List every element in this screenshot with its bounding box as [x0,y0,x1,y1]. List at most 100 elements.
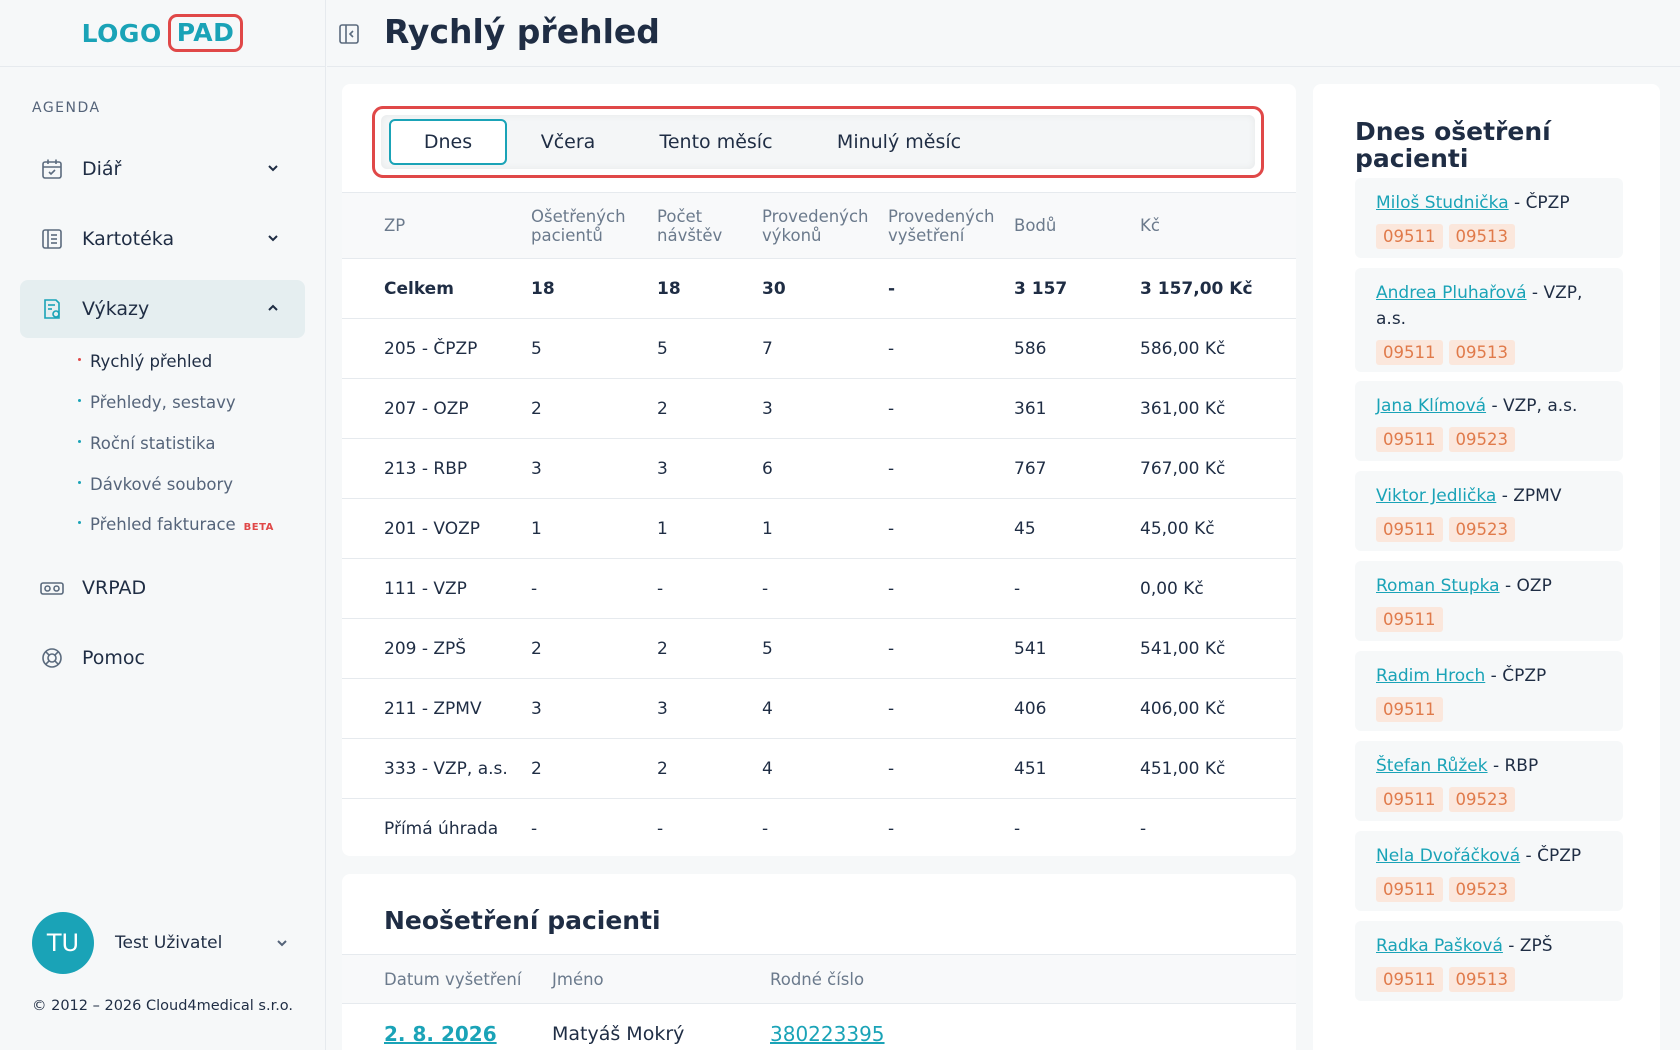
separator: - [1526,283,1544,303]
table-cell: - [657,818,664,839]
patient-link[interactable]: Viktor Jedlička [1376,486,1497,506]
procedure-codes: 09511 [1376,607,1602,632]
birth-number-link[interactable]: 380223395 [770,1022,885,1046]
procedure-code-badge: 09523 [1448,517,1515,542]
table-cell: 1 [531,498,657,559]
patient-link[interactable]: Radim Hroch [1376,666,1486,686]
procedure-codes: 09511 09513 [1376,224,1602,249]
table-cell: 2 [657,738,762,799]
column-header: Provedených vyšetření [888,192,1014,259]
subnav-rocni-statistika[interactable]: Roční statistika [78,434,215,453]
patient-insurer: VZP, a.s. [1376,283,1583,329]
patient-line: Andrea Pluhařová - VZP, a.s. [1376,280,1602,332]
section-label-agenda: AGENDA [32,100,101,116]
table-cell: 3 [531,438,657,499]
procedure-code-badge: 09511 [1376,877,1443,902]
table-cell: 4 [762,738,888,799]
subnav-rychly-prehled[interactable]: Rychlý přehled [78,352,212,371]
table-cell: 2 [657,618,762,679]
subnav-prehledy-sestavy[interactable]: Přehledy, sestavy [78,393,236,412]
subnav-prehled-fakturace[interactable]: Přehled fakturace BETA [78,515,274,534]
sidebar-item-vrpad[interactable]: VRPAD [20,559,305,617]
column-header: Jméno [552,970,604,989]
user-menu[interactable]: TU Test Uživatel [32,912,292,974]
patient-link[interactable]: Roman Stupka [1376,576,1500,596]
treated-today-title: Dnes ošetření pacienti [1355,117,1551,173]
procedure-codes: 09511 09523 [1376,427,1602,452]
untreated-title: Neošetření pacienti [384,906,661,935]
table-cell: 1 [657,498,762,559]
exam-date-link[interactable]: 2. 8. 2026 [384,1022,497,1046]
patient-name: Matyáš Mokrý [552,1023,685,1045]
tab-dnes[interactable]: Dnes [389,119,507,165]
procedure-code-badge: 09511 [1376,697,1443,722]
patient-insurer: ČPZP [1502,666,1547,686]
table-cell: 361,00 Kč [1140,378,1296,439]
patient-link[interactable]: Andrea Pluhařová [1376,283,1527,303]
untreated-card: Neošetření pacienti Datum vyšetření Jmén… [342,874,1296,1050]
patient-line: Nela Dvořáčková - ČPZP [1376,843,1602,869]
table-cell: 767 [1014,438,1140,499]
patient-link[interactable]: Jana Klímová [1376,396,1487,416]
user-name: Test Uživatel [115,933,223,953]
file-card-icon [40,227,64,251]
logo[interactable]: LOGO PAD [82,14,244,52]
table-cell: 18 [531,258,657,319]
tab-vcera[interactable]: Včera [540,131,596,153]
table-cell: - [888,438,1014,499]
bullet-dot [78,399,81,402]
patient-link[interactable]: Miloš Studnička [1376,193,1509,213]
subnav-davkove-soubory[interactable]: Dávkové soubory [78,475,233,494]
sidebar-collapse-icon[interactable] [337,22,361,46]
treated-today-card: Dnes ošetření pacienti Miloš Studnička -… [1313,84,1660,1050]
sidebar-item-diar[interactable]: Diář [20,140,305,198]
procedure-code-badge: 09523 [1448,787,1515,812]
table-cell: 5 [531,318,657,379]
table-cell: Celkem [342,258,531,319]
logo-area: LOGO PAD [0,0,325,67]
table-cell: - [888,498,1014,559]
patient-link[interactable]: Nela Dvořáčková [1376,846,1521,866]
table-cell: - [888,738,1014,799]
table-cell: 2 [531,618,657,679]
table-cell: 30 [762,258,888,319]
sidebar-item-kartoteka[interactable]: Kartotéka [20,210,305,268]
table-cell: - [888,558,1014,619]
procedure-codes: 09511 09523 [1376,877,1602,902]
sidebar-item-pomoc[interactable]: Pomoc [20,629,305,687]
chevron-up-icon [268,304,278,311]
table-row: 2. 8. 2026 Matyáš Mokrý 380223395 [342,1005,1296,1050]
procedure-code-badge: 09523 [1448,427,1515,452]
table-cell: 2 [531,378,657,439]
patient-link[interactable]: Štefan Růžek [1376,756,1488,776]
table-cell: - [762,558,888,619]
separator: - [1520,846,1538,866]
page-title: Rychlý přehled [384,12,660,51]
table-cell: 586,00 Kč [1140,318,1296,379]
table-row: 209 - ZPŠ 2 2 5-541 541,00 Kč [342,618,1296,679]
report-icon [40,297,64,321]
table-cell: 541 [1014,618,1140,679]
table-cell: - [657,558,762,619]
table-cell: 541,00 Kč [1140,618,1296,679]
sidebar-item-vykazy[interactable]: Výkazy [20,280,305,338]
table-cell: 0,00 Kč [1140,558,1296,619]
procedure-code-badge: 09511 [1376,787,1443,812]
tab-minuly-mesic[interactable]: Minulý měsíc [836,131,962,153]
table-cell: - [1014,558,1140,619]
sidebar-item-label: Výkazy [82,298,150,320]
subnav-label: Přehledy, sestavy [90,393,236,412]
patient-link[interactable]: Radka Pašková [1376,936,1503,956]
procedure-codes: 09511 [1376,697,1602,722]
table-cell: 1 [762,498,888,559]
table-cell: - [888,618,1014,679]
table-cell: 201 - VOZP [342,498,531,559]
table-cell: - [888,378,1014,439]
patient-insurer: ČPZP [1525,193,1570,213]
table-cell: 406 [1014,678,1140,739]
patient-card: Andrea Pluhařová - VZP, a.s. 09511 09513 [1355,268,1623,372]
table-row: 207 - OZP 2 2 3-361 361,00 Kč [342,378,1296,439]
table-header-row: ZP Ošetřených pacientů Počet návštěv Pro… [342,192,1296,259]
bullet-dot [78,358,81,361]
tab-tento-mesic[interactable]: Tento měsíc [659,131,773,153]
